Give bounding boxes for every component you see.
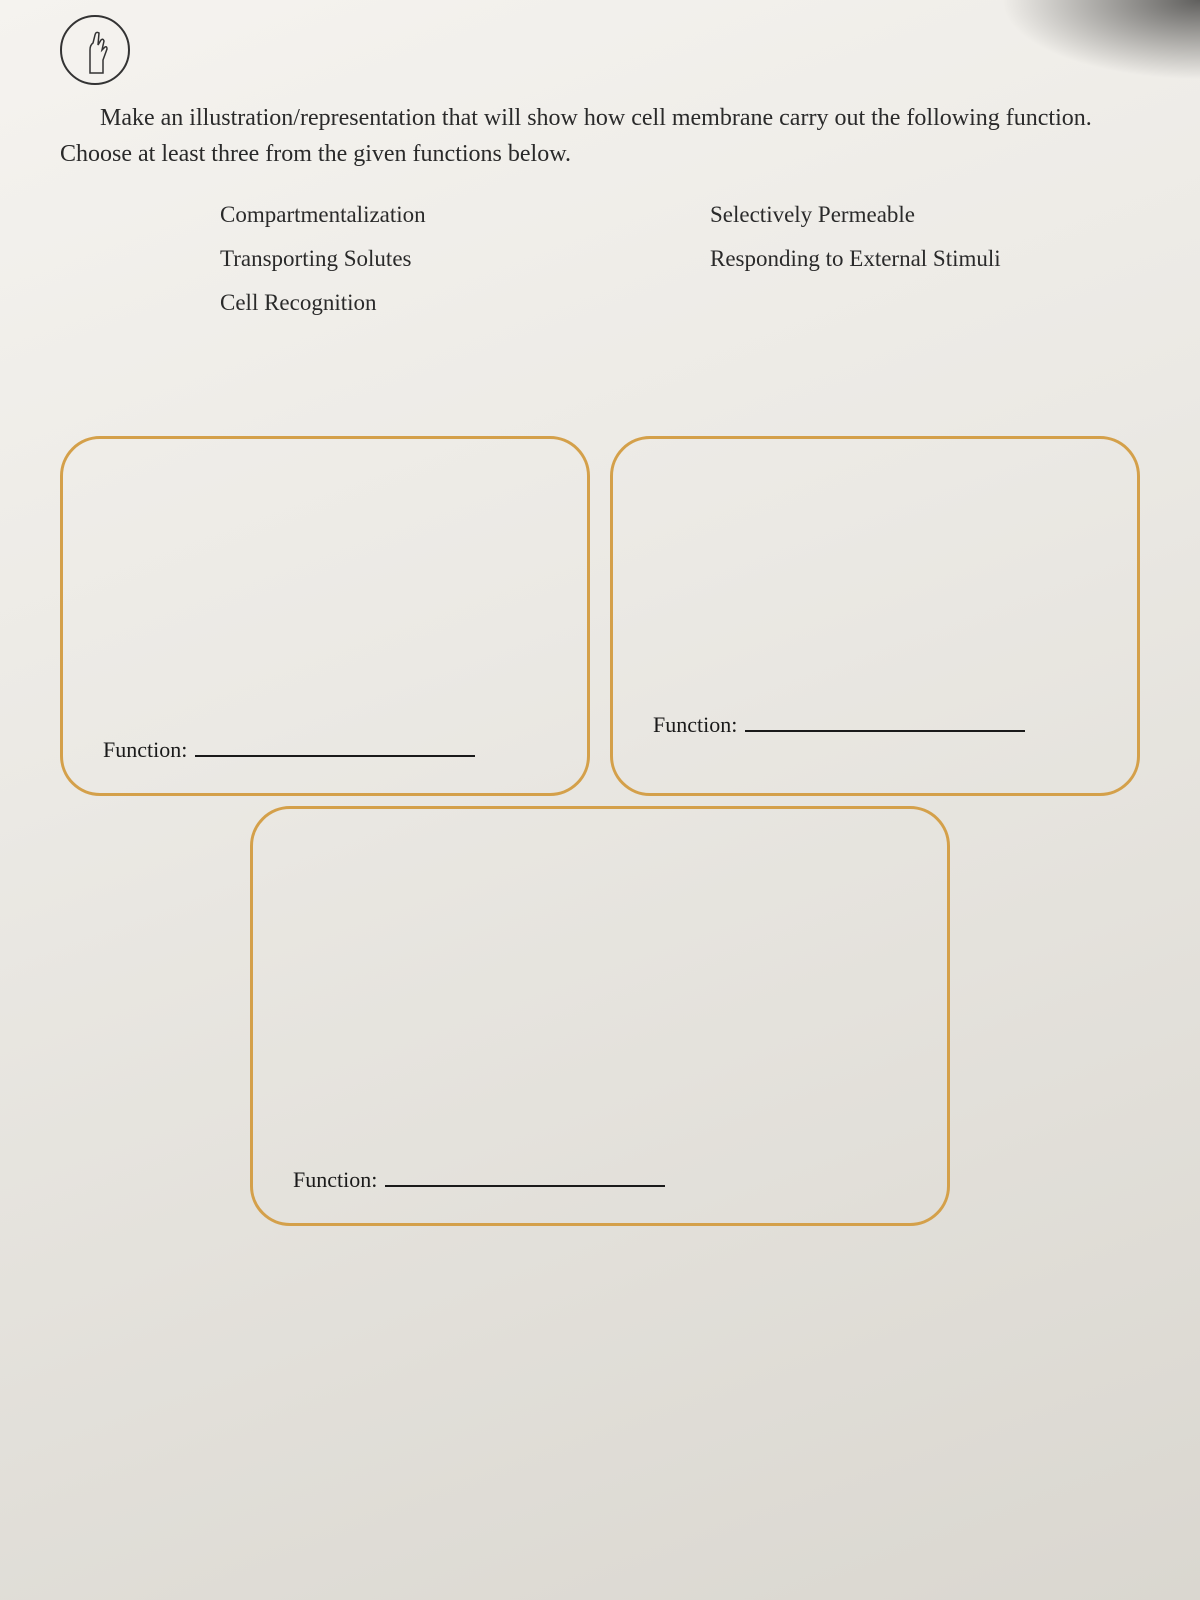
logo-circle <box>60 15 130 85</box>
answer-box-3: Function: <box>250 806 950 1226</box>
option-transporting-solutes: Transporting Solutes <box>220 246 650 272</box>
function-line-1 <box>195 755 475 757</box>
option-selectively-permeable: Selectively Permeable <box>710 202 1140 228</box>
function-label-3: Function: <box>293 1167 665 1193</box>
option-compartmentalization: Compartmentalization <box>220 202 650 228</box>
function-text: Function: <box>653 712 737 738</box>
option-cell-recognition: Cell Recognition <box>220 290 650 316</box>
function-text: Function: <box>103 737 187 763</box>
bottom-box-wrapper: Function: <box>60 806 1140 1226</box>
option-responding-stimuli: Responding to External Stimuli <box>710 246 1140 272</box>
hand-icon <box>75 25 115 75</box>
worksheet-paper: Make an illustration/representation that… <box>0 0 1200 1600</box>
shadow-corner <box>1000 0 1200 80</box>
top-boxes-row: Function: Function: <box>60 436 1140 796</box>
function-text: Function: <box>293 1167 377 1193</box>
function-label-2: Function: <box>653 712 1025 738</box>
options-grid: Compartmentalization Selectively Permeab… <box>220 202 1140 316</box>
instruction-text: Make an illustration/representation that… <box>60 100 1140 172</box>
function-label-1: Function: <box>103 737 475 763</box>
answer-box-2: Function: <box>610 436 1140 796</box>
answer-box-1: Function: <box>60 436 590 796</box>
function-line-3 <box>385 1185 665 1187</box>
function-line-2 <box>745 730 1025 732</box>
